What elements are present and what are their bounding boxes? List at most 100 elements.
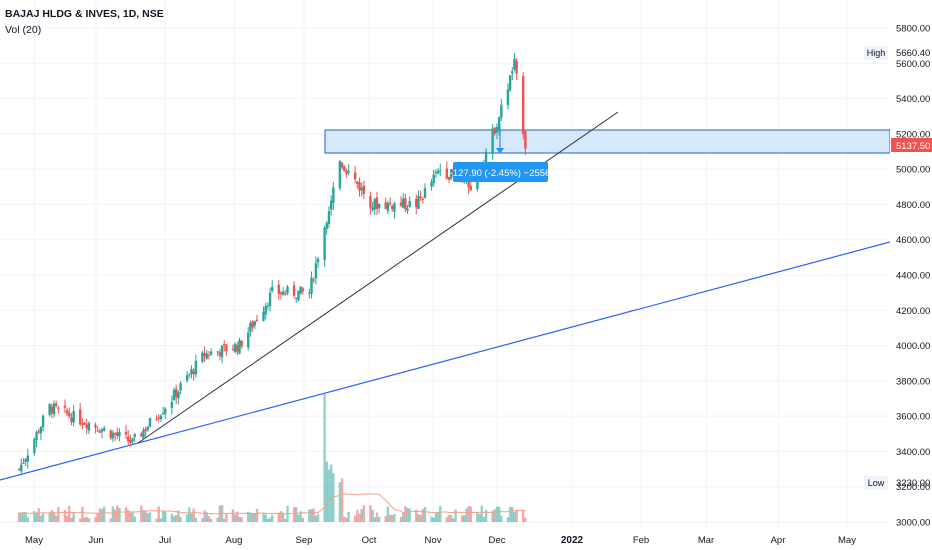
- candle-body: [323, 227, 326, 261]
- volume-bar: [406, 507, 409, 522]
- candle-body: [161, 412, 165, 415]
- chart-legend[interactable]: BAJAJ HLDG & INVES, 1D, NSE Vol (20): [5, 6, 164, 38]
- price-axis[interactable]: 5800.00 5600.00 5400.00 5200.00 5000.00 4800.…: [890, 0, 932, 550]
- candle-body: [262, 311, 265, 321]
- volume-bar: [421, 509, 425, 522]
- low-label-box: [864, 476, 888, 490]
- candle-body: [170, 401, 174, 408]
- volume-bar: [323, 394, 326, 522]
- candle-body: [203, 353, 206, 357]
- time-axis[interactable]: May Jun Jul Aug Sep Oct Nov Dec 2022 Feb Mar Apr May: [0, 528, 932, 550]
- candle-body: [155, 418, 158, 420]
- candle-body: [65, 410, 69, 414]
- volume-bar: [133, 516, 136, 522]
- last-price-badge: [891, 138, 932, 152]
- volume-bar: [353, 515, 357, 522]
- volume-bar: [284, 518, 287, 522]
- volume-bar: [81, 506, 84, 522]
- volume-bar: [72, 512, 75, 522]
- volume-bar: [17, 512, 21, 522]
- volume-bar: [172, 516, 176, 522]
- candle-body: [251, 321, 254, 328]
- price-tick: 3800.00: [896, 376, 930, 387]
- volume-bar: [495, 506, 499, 522]
- volume-bar: [310, 509, 313, 522]
- volume-bar: [467, 506, 470, 522]
- volume-bar: [271, 514, 274, 522]
- volume-bar: [511, 507, 514, 522]
- volume-bar: [238, 516, 241, 522]
- volume-bar: [144, 510, 147, 522]
- candle-body: [308, 292, 311, 294]
- candle-body: [205, 353, 208, 359]
- resistance-zone[interactable]: [324, 129, 891, 154]
- volume-bar: [83, 517, 86, 522]
- volume-bar: [497, 506, 501, 522]
- candle-body: [399, 202, 403, 206]
- candle-body: [391, 205, 394, 210]
- candle-body: [332, 187, 335, 204]
- volume-bar: [386, 506, 390, 522]
- candle-body: [373, 199, 376, 210]
- measure-label: -127.90 (-2.45%) −2556: [450, 168, 551, 179]
- candle-body: [96, 430, 99, 432]
- volume-bar: [432, 517, 435, 522]
- volume-bar: [340, 478, 344, 522]
- volume-bar: [292, 507, 296, 522]
- candle-body: [164, 408, 167, 414]
- candle-body: [497, 117, 501, 130]
- measure-tool[interactable]: -127.90 (-2.45%) −2556: [450, 126, 551, 182]
- volume-bars: [17, 394, 527, 522]
- volume-bar: [478, 514, 481, 522]
- volume-bar: [417, 514, 420, 522]
- volume-bar: [338, 482, 342, 522]
- candle-body: [371, 207, 374, 210]
- candle-body: [240, 341, 243, 347]
- volume-bar: [388, 514, 392, 522]
- candle-body: [301, 288, 304, 292]
- candle-body: [68, 412, 71, 417]
- volume-bar: [146, 513, 150, 522]
- volume-bar: [436, 512, 440, 522]
- candle-body: [190, 369, 193, 375]
- candle-body: [423, 188, 427, 198]
- volume-indicator-label[interactable]: Vol (20): [5, 24, 42, 36]
- candle-body: [419, 196, 422, 198]
- long-trendline[interactable]: [0, 241, 891, 481]
- time-tick: Jun: [88, 535, 103, 546]
- candle-body: [513, 58, 516, 70]
- symbol-title[interactable]: BAJAJ HLDG & INVES, 1D, NSE: [5, 8, 164, 20]
- volume-bar: [157, 506, 160, 522]
- volume-bar: [391, 515, 394, 522]
- volume-bar: [268, 517, 272, 522]
- candle-body: [292, 285, 296, 296]
- short-trendline[interactable]: [137, 111, 619, 444]
- candle-body: [129, 440, 132, 443]
- volume-bar: [493, 509, 497, 522]
- candle-body: [253, 321, 256, 326]
- candle-body: [369, 196, 372, 208]
- candle-body: [506, 89, 510, 106]
- candle-body: [393, 203, 396, 212]
- volume-bar: [262, 513, 265, 522]
- time-tick: May: [25, 535, 43, 546]
- volume-bar: [26, 517, 30, 522]
- volume-bar: [360, 508, 363, 522]
- volume-bar: [247, 511, 250, 522]
- candle-body: [85, 424, 88, 429]
- candle-body: [508, 75, 512, 91]
- candle-body: [340, 162, 344, 168]
- volume-bar: [362, 505, 366, 522]
- volume-bar: [33, 511, 36, 522]
- high-low-labels: High 5660.40 Low 3230.00 5137.50: [864, 46, 932, 490]
- volume-bar: [404, 506, 407, 522]
- high-value: 5660.40: [896, 48, 930, 59]
- candle-body: [209, 351, 213, 355]
- low-label: Low: [868, 478, 885, 488]
- candle-body: [524, 131, 527, 149]
- candle-body: [316, 258, 320, 263]
- volume-bar: [358, 514, 361, 522]
- candle-body: [48, 404, 51, 416]
- candle-body: [98, 431, 102, 433]
